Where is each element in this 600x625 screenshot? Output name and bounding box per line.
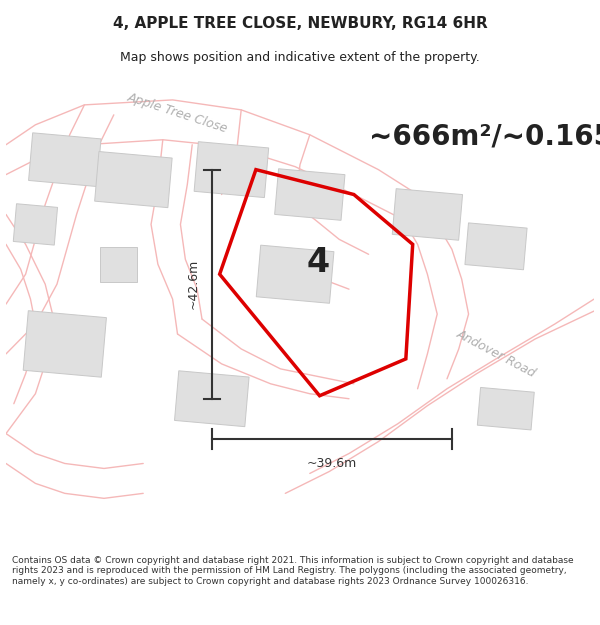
Text: Map shows position and indicative extent of the property.: Map shows position and indicative extent… — [120, 51, 480, 64]
Polygon shape — [95, 151, 172, 208]
Text: 4, APPLE TREE CLOSE, NEWBURY, RG14 6HR: 4, APPLE TREE CLOSE, NEWBURY, RG14 6HR — [113, 16, 487, 31]
Polygon shape — [392, 189, 463, 240]
Text: ~39.6m: ~39.6m — [307, 456, 357, 469]
Polygon shape — [23, 311, 106, 377]
Polygon shape — [100, 247, 137, 282]
Polygon shape — [256, 245, 334, 303]
Polygon shape — [275, 169, 345, 220]
Polygon shape — [465, 223, 527, 270]
Polygon shape — [29, 133, 101, 186]
Polygon shape — [175, 371, 249, 427]
Text: ~42.6m: ~42.6m — [187, 259, 200, 309]
Polygon shape — [478, 388, 534, 430]
Text: Andover Road: Andover Road — [454, 328, 538, 380]
Text: Apple Tree Close: Apple Tree Close — [125, 91, 229, 135]
Text: 4: 4 — [307, 246, 329, 279]
Polygon shape — [194, 142, 269, 198]
Polygon shape — [13, 204, 58, 245]
Text: ~666m²/~0.165ac.: ~666m²/~0.165ac. — [368, 122, 600, 151]
Text: Contains OS data © Crown copyright and database right 2021. This information is : Contains OS data © Crown copyright and d… — [12, 556, 574, 586]
